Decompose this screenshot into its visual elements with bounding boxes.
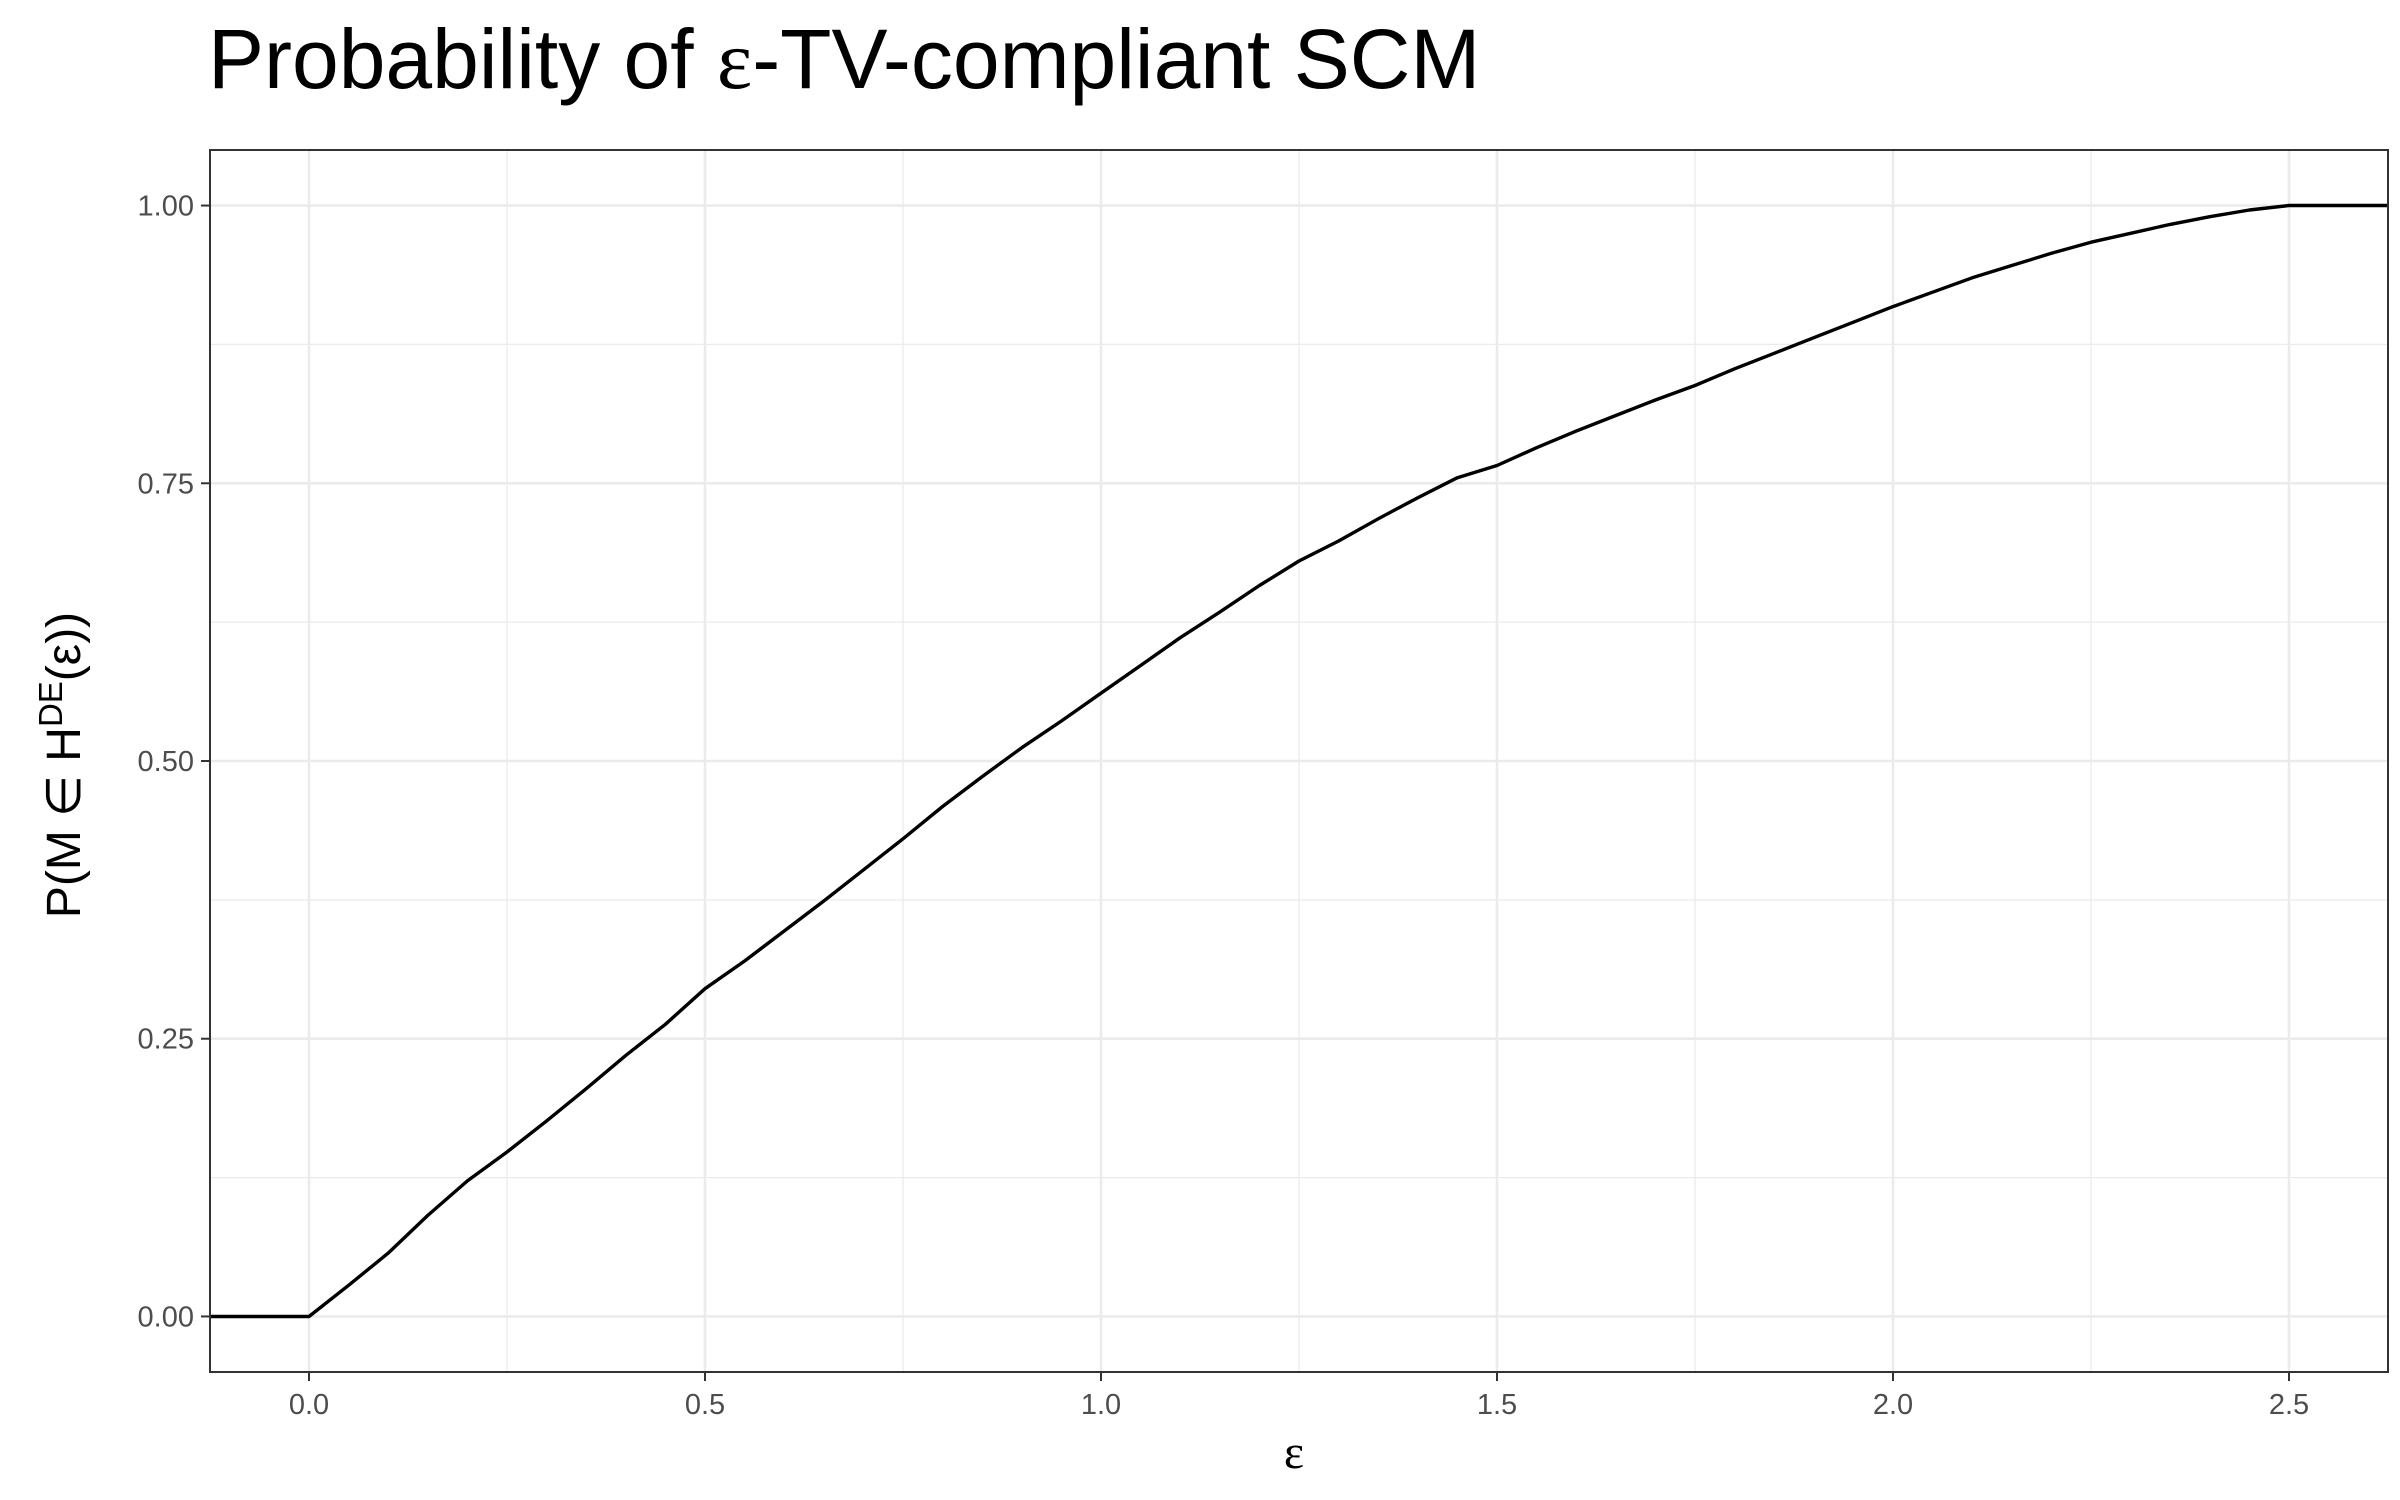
series-layer xyxy=(210,203,2388,1319)
x-tick-label: 0.5 xyxy=(685,1389,725,1421)
x-tick-label: 1.0 xyxy=(1081,1389,1121,1421)
x-tick-label: 1.5 xyxy=(1477,1389,1517,1421)
axis-ticks xyxy=(201,204,2290,1381)
y-tick-label: 0.25 xyxy=(138,1024,194,1056)
y-tick-label: 0.50 xyxy=(138,746,194,778)
chart-title-epsilon: ε xyxy=(717,14,752,107)
chart-title-prefix: Probability of xyxy=(208,12,717,106)
chart-title: Probability of ε-TV-compliant SCM xyxy=(208,12,1480,107)
y-axis-title-suffix: (ε)) xyxy=(38,612,91,681)
x-tick-label: 0.0 xyxy=(289,1389,329,1421)
series-line xyxy=(210,203,2388,1319)
chart-title-suffix: -TV-compliant SCM xyxy=(752,12,1480,106)
y-axis-title: P(M ∈ HDE(ε)) xyxy=(32,612,91,918)
x-tick-label: 2.5 xyxy=(2269,1389,2309,1421)
x-tick-label: 2.0 xyxy=(1873,1389,1913,1421)
major-gridlines xyxy=(210,150,2388,1372)
y-tick-labels: 0.00 0.25 0.50 0.75 1.00 xyxy=(138,191,194,1334)
y-tick-label: 0.00 xyxy=(138,1301,194,1333)
x-axis-title: ε xyxy=(1284,1426,1304,1479)
y-axis-title-prefix: P(M ∈ H xyxy=(38,727,91,918)
y-tick-label: 1.00 xyxy=(138,191,194,223)
y-axis-title-superscript: DE xyxy=(32,681,69,727)
y-tick-label: 0.75 xyxy=(138,468,194,500)
x-tick-labels: 0.0 0.5 1.0 1.5 2.0 2.5 xyxy=(289,1389,2309,1421)
